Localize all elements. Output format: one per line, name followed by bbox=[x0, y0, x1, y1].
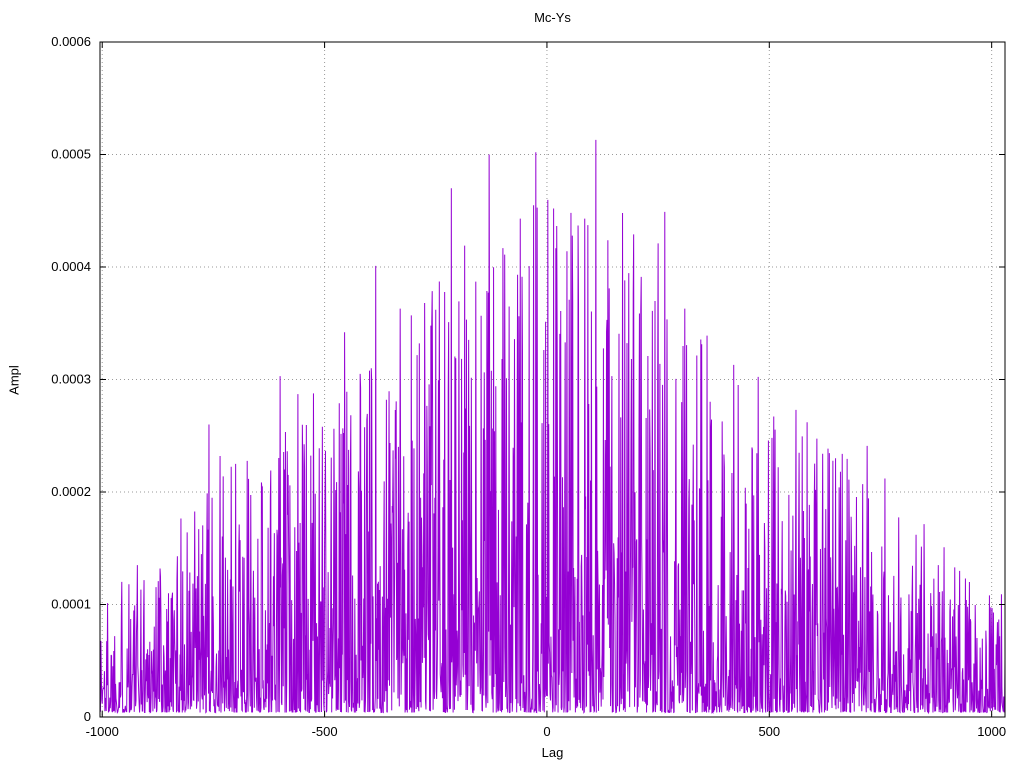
x-tick-label: 500 bbox=[758, 724, 780, 739]
y-tick-label: 0 bbox=[84, 709, 91, 724]
y-tick-label: 0.0006 bbox=[51, 34, 91, 49]
x-tick-label: 0 bbox=[543, 724, 550, 739]
y-tick-label: 0.0004 bbox=[51, 259, 91, 274]
x-tick-label: 1000 bbox=[977, 724, 1006, 739]
x-axis-label: Lag bbox=[541, 745, 564, 760]
y-tick-label: 0.0005 bbox=[51, 147, 91, 162]
x-tick-label: -1000 bbox=[86, 724, 119, 739]
y-tick-label: 0.0001 bbox=[51, 597, 91, 612]
series-line bbox=[99, 139, 1006, 715]
y-tick-label: 0.0003 bbox=[51, 372, 91, 387]
x-tick-label: -500 bbox=[312, 724, 338, 739]
chart-title: Mc-Ys bbox=[534, 10, 571, 25]
y-tick-label: 0.0002 bbox=[51, 484, 91, 499]
